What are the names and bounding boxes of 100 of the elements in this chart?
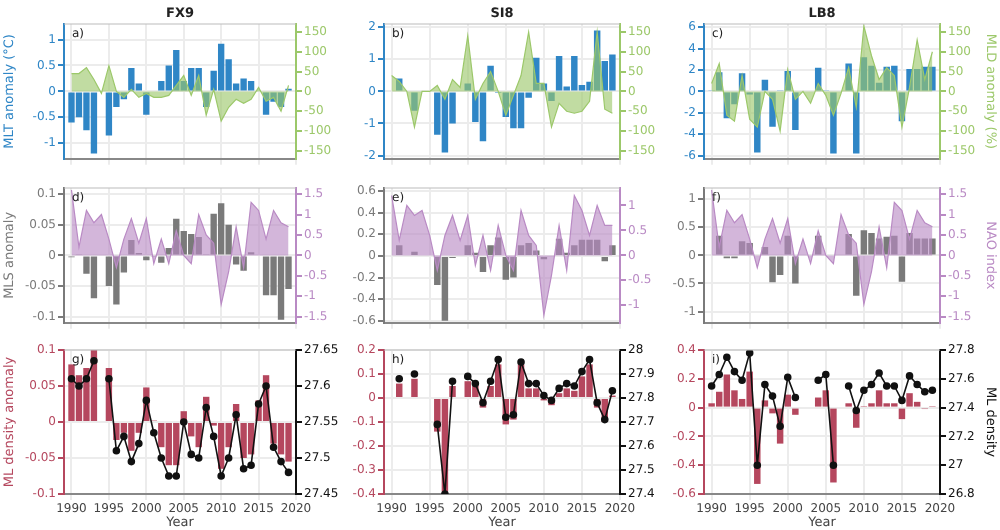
bar <box>586 239 593 255</box>
bar <box>113 256 120 305</box>
point <box>715 370 724 379</box>
point <box>723 353 731 361</box>
bar <box>195 237 202 255</box>
bar <box>723 374 731 407</box>
point <box>578 367 586 376</box>
point <box>410 370 419 378</box>
point <box>269 443 278 451</box>
bar <box>555 56 563 91</box>
bar <box>128 68 135 91</box>
point <box>860 386 868 395</box>
bar <box>913 401 921 407</box>
bar <box>277 423 285 455</box>
bar <box>411 92 418 111</box>
bar <box>929 66 936 91</box>
point <box>217 472 225 480</box>
point <box>486 377 495 385</box>
point <box>277 457 285 466</box>
point <box>882 382 891 390</box>
point <box>471 379 480 388</box>
point <box>254 400 263 408</box>
point <box>608 387 617 395</box>
bar <box>571 56 578 91</box>
point <box>517 358 525 366</box>
point <box>67 375 76 383</box>
bar <box>868 65 875 91</box>
point <box>179 418 188 426</box>
point <box>524 379 533 388</box>
point <box>730 367 739 376</box>
bar <box>217 203 225 255</box>
point <box>814 376 822 385</box>
bar <box>464 381 471 397</box>
point <box>262 382 270 390</box>
point <box>783 373 792 382</box>
point <box>127 457 136 466</box>
point <box>112 447 121 455</box>
point <box>928 386 937 395</box>
bar <box>792 256 799 284</box>
bar <box>875 390 883 407</box>
bar <box>240 423 247 458</box>
point <box>532 379 541 388</box>
bar <box>906 393 913 407</box>
bar <box>517 245 525 255</box>
bar <box>830 92 837 154</box>
point <box>905 372 914 380</box>
point <box>852 406 861 415</box>
bar <box>525 243 532 255</box>
bar <box>571 245 578 255</box>
point <box>570 382 579 390</box>
bar <box>411 378 418 397</box>
point <box>135 439 143 448</box>
bar <box>891 235 898 255</box>
point <box>776 422 784 431</box>
point <box>875 369 883 377</box>
point <box>194 454 203 462</box>
point <box>120 432 128 441</box>
point <box>822 370 830 379</box>
bar <box>769 256 776 283</box>
bar <box>395 383 403 397</box>
point <box>555 384 563 393</box>
bar <box>792 92 799 130</box>
point <box>562 379 571 388</box>
point <box>494 355 502 364</box>
bar <box>90 92 98 154</box>
point <box>920 387 929 396</box>
bar <box>105 92 113 136</box>
bar <box>247 81 255 91</box>
bar <box>510 92 517 129</box>
bar <box>548 92 555 102</box>
bar <box>792 408 799 415</box>
bar <box>929 238 936 255</box>
point <box>829 461 838 469</box>
bar <box>395 245 403 255</box>
point <box>768 392 777 400</box>
point <box>209 432 218 441</box>
point <box>585 355 594 364</box>
point <box>239 465 248 473</box>
bar <box>128 240 135 255</box>
point <box>247 461 255 469</box>
point <box>232 411 240 419</box>
point <box>761 380 769 389</box>
bar <box>464 245 471 255</box>
bar <box>165 423 172 466</box>
point <box>913 380 921 389</box>
point <box>202 403 210 412</box>
bar <box>464 83 471 91</box>
bar <box>883 66 890 91</box>
bar <box>285 423 292 462</box>
point <box>600 415 609 424</box>
bar <box>90 256 98 299</box>
bar <box>845 234 852 255</box>
bar <box>593 239 601 255</box>
point <box>502 413 510 421</box>
point <box>791 393 800 402</box>
bar <box>913 68 921 91</box>
point <box>867 380 876 389</box>
point <box>142 396 151 405</box>
point <box>745 350 754 357</box>
point <box>172 472 181 480</box>
